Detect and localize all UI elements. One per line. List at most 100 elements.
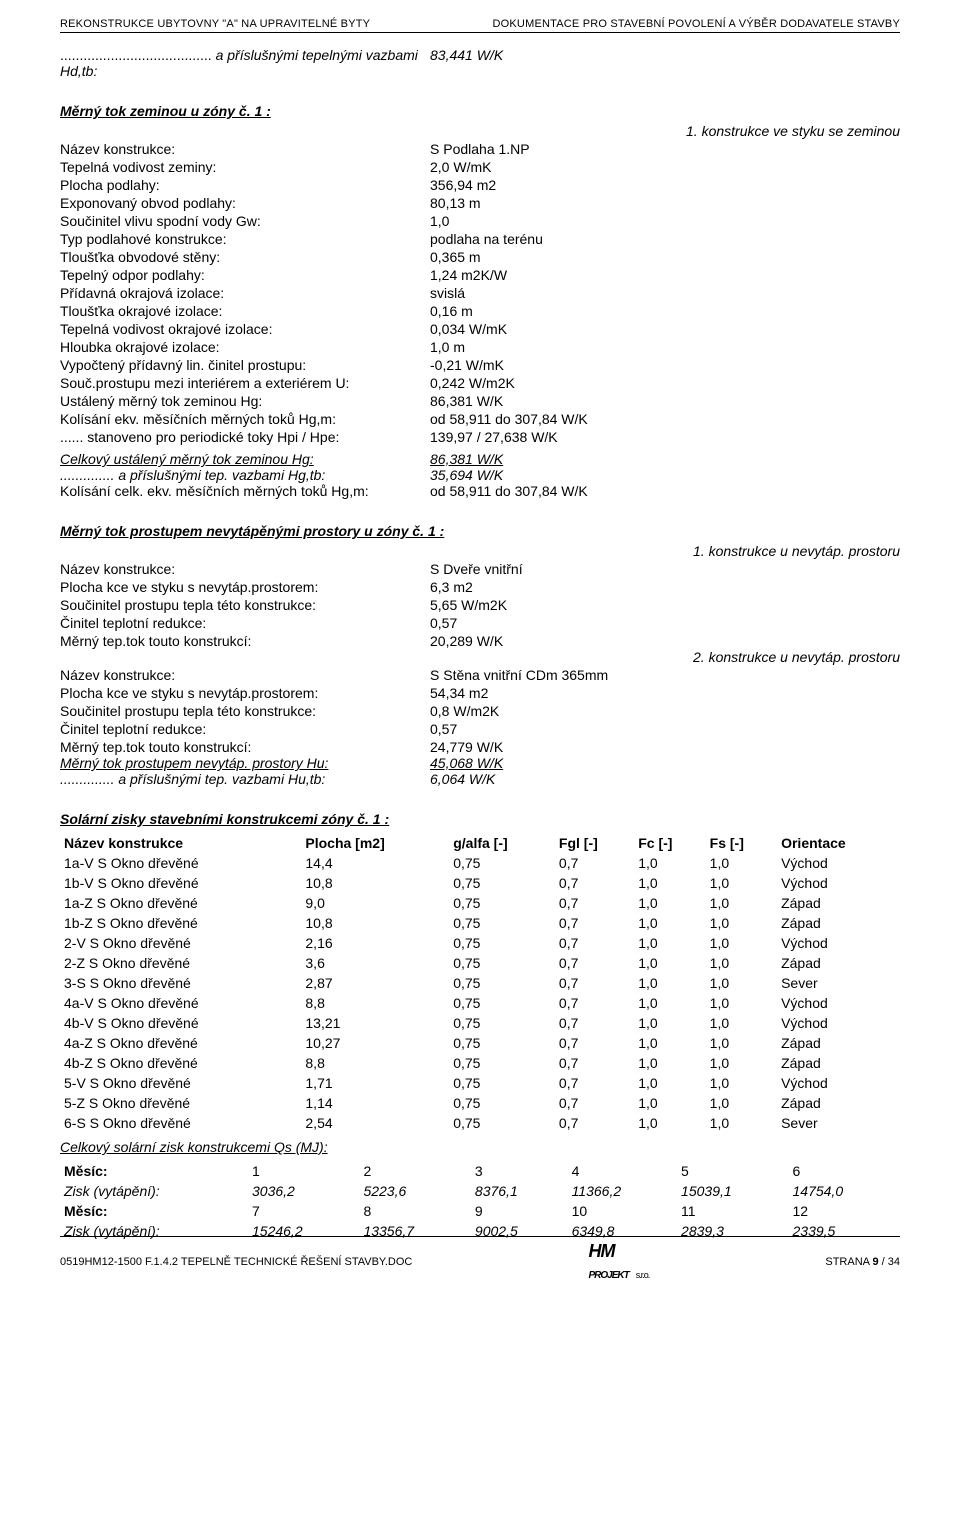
kv-val: S Podlaha 1.NP xyxy=(430,141,900,157)
month-cell: 2 xyxy=(359,1161,470,1181)
month-cell: 4 xyxy=(568,1161,677,1181)
solar-cell: 2,87 xyxy=(301,973,449,993)
kv-row: Měrný tep.tok touto konstrukcí:20,289 W/… xyxy=(60,633,900,649)
nevyt-sum2-k: .............. a příslušnými tep. vazbam… xyxy=(60,771,430,787)
solar-cell: Západ xyxy=(777,1033,900,1053)
zem-total-v: 86,381 W/K xyxy=(430,451,900,467)
kv-key: Přídavná okrajová izolace: xyxy=(60,285,430,301)
solar-row: 4a-V S Okno dřevěné8,80,750,71,01,0Výcho… xyxy=(60,993,900,1013)
solar-cell: 1b-V S Okno dřevěné xyxy=(60,873,301,893)
solar-cell: 10,8 xyxy=(301,913,449,933)
kv-val: 0,365 m xyxy=(430,249,900,265)
kv-row: Tloušťka okrajové izolace:0,16 m xyxy=(60,303,900,319)
page-header: REKONSTRUKCE UBYTOVNY "A" NA UPRAVITELNÉ… xyxy=(60,18,900,30)
zem-note: 1. konstrukce ve styku se zeminou xyxy=(430,123,900,139)
month-cell: 5223,6 xyxy=(359,1181,470,1201)
solar-cell: 1,0 xyxy=(706,893,777,913)
solar-cell: 0,75 xyxy=(449,913,555,933)
kv-row: Název konstrukce:S Dveře vnitřní xyxy=(60,561,900,577)
month-cell: 6 xyxy=(789,1161,901,1181)
solar-cell: 1,0 xyxy=(706,1053,777,1073)
intro-value: 83,441 W/K xyxy=(430,47,900,63)
kv-row: Název konstrukce:S Stěna vnitřní CDm 365… xyxy=(60,667,900,683)
solar-cell: Sever xyxy=(777,1113,900,1133)
kv-row: Plocha kce ve styku s nevytáp.prostorem:… xyxy=(60,685,900,701)
zem-total-row: Celkový ustálený měrný tok zeminou Hg:86… xyxy=(60,451,900,467)
solar-cell: 10,27 xyxy=(301,1033,449,1053)
solar-th: Název konstrukce xyxy=(60,833,301,853)
nevyt-sum2-row: .............. a příslušnými tep. vazbam… xyxy=(60,771,900,787)
solar-cell: 9,0 xyxy=(301,893,449,913)
kv-val: 1,0 xyxy=(430,213,900,229)
section-title-zeminou: Měrný tok zeminou u zóny č. 1 : xyxy=(60,103,900,119)
kv-key: Plocha kce ve styku s nevytáp.prostorem: xyxy=(60,579,430,595)
solar-total-label: Celkový solární zisk konstrukcemi Qs (MJ… xyxy=(60,1139,900,1155)
kv-val: svislá xyxy=(430,285,900,301)
zem-total3-row: Kolísání celk. ekv. měsíčních měrných to… xyxy=(60,483,900,499)
solar-cell: 0,7 xyxy=(555,1033,634,1053)
logo-small: s.r.o. xyxy=(636,1270,650,1280)
intro-line: ....................................... … xyxy=(60,47,900,79)
page-footer: 0519HM12-1500 F.1.4.2 TEPELNĚ TECHNICKÉ … xyxy=(60,1236,900,1283)
solar-th: Plocha [m2] xyxy=(301,833,449,853)
nevyt-block1: Název konstrukce:S Dveře vnitřní Plocha k… xyxy=(60,561,900,649)
solar-cell: 1,0 xyxy=(634,1093,705,1113)
solar-th: Fs [-] xyxy=(706,833,777,853)
solar-row: 3-S S Okno dřevěné2,870,750,71,01,0Sever xyxy=(60,973,900,993)
solar-cell: 1,0 xyxy=(634,1113,705,1133)
kv-val: 1,0 m xyxy=(430,339,900,355)
month-cell: 9 xyxy=(471,1201,568,1221)
kv-row: Název konstrukce:S Podlaha 1.NP xyxy=(60,141,900,157)
kv-key: Typ podlahové konstrukce: xyxy=(60,231,430,247)
header-left: REKONSTRUKCE UBYTOVNY "A" NA UPRAVITELNÉ… xyxy=(60,18,370,30)
nevyt-note2: 2. konstrukce u nevytáp. prostoru xyxy=(430,649,900,665)
kv-key: Tloušťka obvodové stěny: xyxy=(60,249,430,265)
month-cell: 1 xyxy=(248,1161,359,1181)
zem-total2-row: .............. a příslušnými tep. vazbam… xyxy=(60,467,900,483)
solar-cell: Východ xyxy=(777,853,900,873)
kv-val: 2,0 W/mK xyxy=(430,159,900,175)
footer-left: 0519HM12-1500 F.1.4.2 TEPELNĚ TECHNICKÉ … xyxy=(60,1256,412,1268)
kv-row: Kolísání ekv. měsíčních měrných toků Hg,… xyxy=(60,411,900,427)
solar-cell: 1,0 xyxy=(706,953,777,973)
zem-total-k: Celkový ustálený měrný tok zeminou Hg: xyxy=(60,451,430,467)
header-rule xyxy=(60,32,900,33)
solar-cell: 5-V S Okno dřevěné xyxy=(60,1073,301,1093)
kv-key: Kolísání ekv. měsíčních měrných toků Hg,… xyxy=(60,411,430,427)
kv-key: Tepelná vodivost zeminy: xyxy=(60,159,430,175)
solar-head-row: Název konstrukcePlocha [m2]g/alfa [-]Fgl… xyxy=(60,833,900,853)
solar-cell: 1,0 xyxy=(706,873,777,893)
solar-cell: 1,0 xyxy=(706,1013,777,1033)
solar-cell: Západ xyxy=(777,953,900,973)
solar-cell: 1,0 xyxy=(706,1073,777,1093)
solar-cell: 2-V S Okno dřevěné xyxy=(60,933,301,953)
section-title-solar: Solární zisky stavebními konstrukcemi zó… xyxy=(60,811,900,827)
kv-row: Měrný tep.tok touto konstrukcí:24,779 W/… xyxy=(60,739,900,755)
solar-row: 1a-Z S Okno dřevěné9,00,750,71,01,0Západ xyxy=(60,893,900,913)
solar-cell: 0,7 xyxy=(555,1053,634,1073)
solar-cell: 8,8 xyxy=(301,993,449,1013)
kv-row: Tepelná vodivost okrajové izolace:0,034 … xyxy=(60,321,900,337)
nevyt-block2: Název konstrukce:S Stěna vnitřní CDm 365… xyxy=(60,667,900,755)
kv-val: S Stěna vnitřní CDm 365mm xyxy=(430,667,900,683)
solar-cell: 0,7 xyxy=(555,993,634,1013)
solar-row: 1b-Z S Okno dřevěné10,80,750,71,01,0Zápa… xyxy=(60,913,900,933)
solar-cell: 1b-Z S Okno dřevěné xyxy=(60,913,301,933)
solar-cell: 0,7 xyxy=(555,1113,634,1133)
solar-cell: 0,7 xyxy=(555,1013,634,1033)
solar-cell: Východ xyxy=(777,993,900,1013)
solar-table: Název konstrukcePlocha [m2]g/alfa [-]Fgl… xyxy=(60,833,900,1133)
kv-key: Činitel teplotní redukce: xyxy=(60,721,430,737)
month-row: Měsíc:789101112 xyxy=(60,1201,900,1221)
footer-right: STRANA 9 / 34 xyxy=(825,1256,900,1268)
kv-val: 0,57 xyxy=(430,615,900,631)
solar-cell: 0,7 xyxy=(555,973,634,993)
solar-cell: 1,0 xyxy=(634,1073,705,1093)
zem-rows: Název konstrukce:S Podlaha 1.NP Tepelná v… xyxy=(60,141,900,445)
nevyt-sum1-k: Měrný tok prostupem nevytáp. prostory Hu… xyxy=(60,755,430,771)
month-cell: 3036,2 xyxy=(248,1181,359,1201)
kv-row: Součinitel prostupu tepla této konstrukc… xyxy=(60,703,900,719)
solar-cell: 0,7 xyxy=(555,933,634,953)
solar-months-body: Měsíc:123456Zisk (vytápění):3036,25223,6… xyxy=(60,1161,900,1241)
solar-cell: 1,0 xyxy=(706,913,777,933)
